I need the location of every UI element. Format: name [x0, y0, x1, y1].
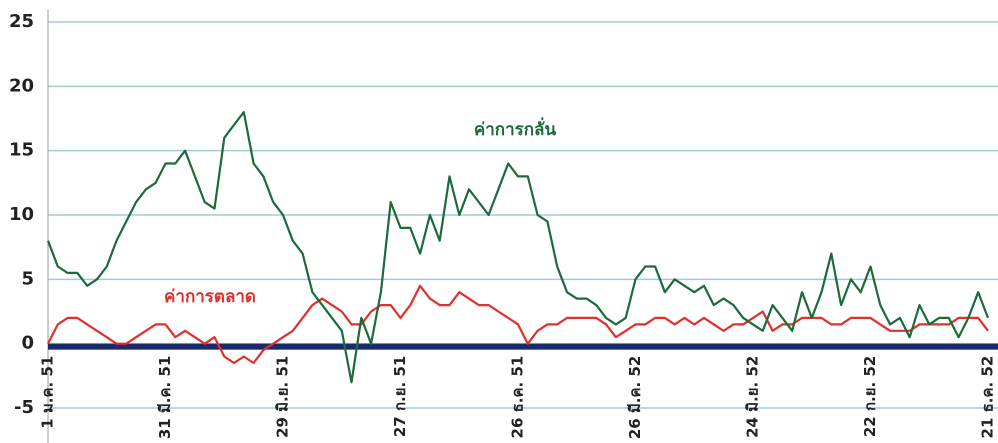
x-tick-label: 26 มี.ค. 52 [626, 356, 644, 440]
y-tick-label: 10 [9, 204, 34, 225]
x-tick-label: 27 ก.ย. 51 [391, 356, 409, 437]
x-tick-label: 1 ม.ค. 51 [39, 356, 57, 429]
x-tick-label: 31 มี.ค. 51 [156, 356, 174, 440]
x-tick-label: 24 มิ.ย. 52 [744, 356, 762, 438]
y-tick-label: 25 [9, 11, 34, 32]
y-tick-label: -5 [14, 397, 34, 418]
y-tick-label: 5 [21, 268, 34, 289]
x-tick-label: 29 มิ.ย. 51 [274, 356, 292, 438]
x-tick-label: 22 ก.ย. 52 [861, 356, 879, 437]
series-line [47, 284, 989, 365]
y-tick-label: 20 [9, 75, 34, 96]
y-tick-label: 15 [9, 140, 34, 161]
zero-axis-band [48, 343, 998, 350]
x-tick-label: 21 ธ.ค. 52 [979, 356, 997, 439]
series-label: ค่าการตลาด [164, 287, 256, 307]
x-tick-label: 26 ธ.ค. 51 [509, 356, 527, 439]
series-line [46, 111, 990, 384]
y-tick-label: 0 [21, 333, 34, 354]
series-label: ค่าการกลั่น [474, 117, 557, 140]
